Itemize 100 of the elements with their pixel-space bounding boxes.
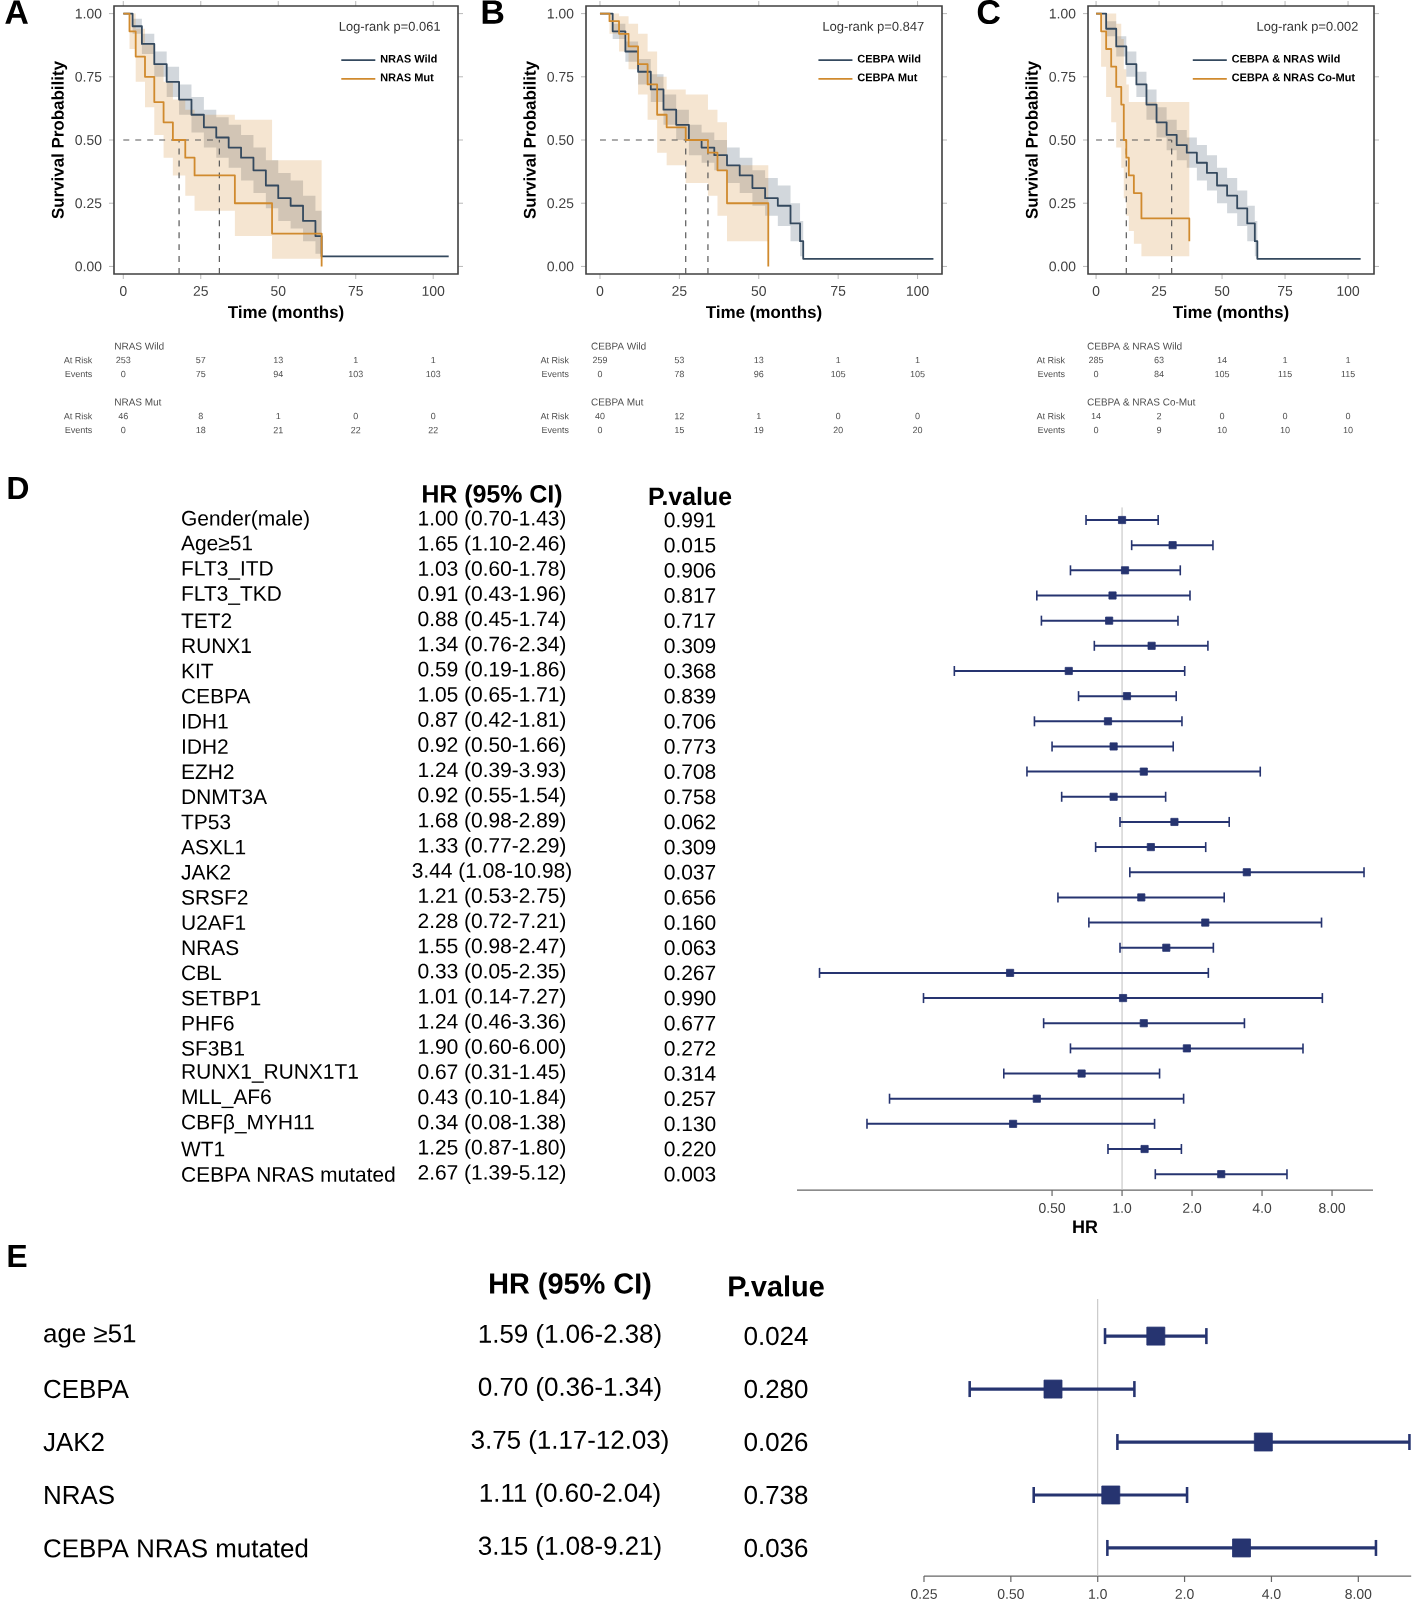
text: JAK2 bbox=[181, 864, 230, 880]
text: 0.309 bbox=[664, 638, 716, 654]
text: 0.59 (0.19-1.86) bbox=[418, 661, 566, 681]
text: 0.024 bbox=[744, 1326, 808, 1346]
text: 0.026 bbox=[744, 1432, 808, 1452]
text: TET2 bbox=[181, 613, 232, 628]
chart-title: A bbox=[5, 0, 28, 24]
text: 0.015 bbox=[664, 537, 716, 553]
text: 0.67 (0.31-1.45) bbox=[418, 1063, 566, 1084]
text: E bbox=[8, 1245, 27, 1267]
text: 0.990 bbox=[664, 990, 716, 1006]
text: 1.24 (0.46-3.36) bbox=[419, 1013, 566, 1033]
text: RUNX1 bbox=[182, 638, 251, 654]
y-axis-title: Survival Probability bbox=[1025, 61, 1042, 219]
text: 0.003 bbox=[664, 1166, 716, 1182]
y-axis-title: Survival Probability bbox=[523, 61, 540, 219]
text: 3.15 (1.08-9.21) bbox=[478, 1535, 661, 1561]
text: SF3B1 bbox=[181, 1040, 244, 1056]
text: 0.063 bbox=[664, 940, 716, 956]
text: 2.28 (0.72-7.21) bbox=[418, 912, 566, 933]
text: 0.991 bbox=[664, 512, 716, 528]
text: FLT3_ITD bbox=[182, 560, 273, 580]
text: P.value bbox=[649, 486, 732, 506]
text: 0.817 bbox=[664, 588, 716, 603]
text: 1.25 (0.87-1.80) bbox=[419, 1139, 566, 1159]
text: CEBPA bbox=[44, 1379, 129, 1399]
text: 0.706 bbox=[664, 713, 716, 729]
text: 0.368 bbox=[664, 663, 716, 679]
text: PHF6 bbox=[182, 1015, 234, 1031]
text: 0.758 bbox=[664, 789, 716, 805]
text: 0.267 bbox=[664, 965, 716, 981]
text: DNMT3A bbox=[182, 789, 267, 805]
text: JAK2 bbox=[43, 1432, 104, 1452]
text: age ≥51 bbox=[44, 1324, 136, 1348]
text: 0.220 bbox=[664, 1141, 716, 1157]
text: MLL_AF6 bbox=[182, 1089, 271, 1109]
text: TP53 bbox=[181, 814, 231, 830]
text: 0.87 (0.42-1.81) bbox=[418, 711, 566, 732]
chart-title: B bbox=[482, 0, 504, 24]
text: 1.55 (0.98-2.47) bbox=[419, 937, 566, 958]
chart-title: C bbox=[977, 0, 1000, 25]
text: 1.90 (0.60-6.00) bbox=[419, 1038, 566, 1059]
text: 1.34 (0.76-2.34) bbox=[419, 636, 566, 656]
text: 0.34 (0.08-1.38) bbox=[418, 1114, 566, 1134]
text: CBFβ_MYH11 bbox=[182, 1114, 314, 1134]
text: 3.44 (1.08-10.98) bbox=[412, 862, 571, 883]
text: 1.11 (0.60-2.04) bbox=[480, 1482, 660, 1508]
text: 0.906 bbox=[664, 562, 716, 578]
text: 0.257 bbox=[664, 1091, 716, 1107]
text: 2.67 (1.39-5.12) bbox=[418, 1164, 566, 1184]
text: RUNX1_RUNX1T1 bbox=[182, 1064, 358, 1083]
text: 0.839 bbox=[664, 688, 716, 704]
text: 1.00 (0.70-1.43) bbox=[419, 510, 566, 530]
x-axis-title: HR bbox=[1073, 1220, 1098, 1233]
text: Age≥51 bbox=[181, 535, 252, 555]
text: 0.773 bbox=[664, 739, 716, 754]
text: 3.75 (1.17-12.03) bbox=[471, 1429, 668, 1455]
text: IDH2 bbox=[182, 739, 228, 754]
text: CEBPA NRAS mutated bbox=[182, 1166, 395, 1182]
x-axis-title: Time (months) bbox=[706, 305, 822, 322]
text: 1.05 (0.65-1.71) bbox=[419, 686, 566, 706]
text: 0.70 (0.36-1.34) bbox=[478, 1376, 661, 1402]
text: U2AF1 bbox=[182, 915, 246, 930]
text: 0.677 bbox=[664, 1015, 716, 1031]
text: 0.717 bbox=[664, 613, 716, 629]
text: EZH2 bbox=[182, 764, 234, 779]
text: 1.33 (0.77-2.29) bbox=[419, 837, 566, 857]
text: 0.130 bbox=[664, 1116, 716, 1132]
text: 0.314 bbox=[664, 1066, 716, 1081]
text: SRSF2 bbox=[181, 890, 248, 905]
text: 0.92 (0.55-1.54) bbox=[418, 787, 566, 807]
text: D bbox=[8, 477, 29, 499]
text: 0.708 bbox=[664, 764, 716, 780]
text: Gender(male) bbox=[182, 510, 309, 530]
text: FLT3_TKD bbox=[182, 586, 281, 605]
text: SETBP1 bbox=[181, 990, 261, 1006]
text: 0.309 bbox=[664, 839, 716, 855]
text: 1.03 (0.60-1.78) bbox=[419, 560, 566, 581]
text: 1.59 (1.06-2.38) bbox=[479, 1323, 661, 1349]
text: IDH1 bbox=[182, 714, 228, 729]
text: 1.68 (0.98-2.89) bbox=[419, 812, 566, 832]
text: 0.92 (0.50-1.66) bbox=[418, 736, 566, 757]
text: KIT bbox=[182, 663, 214, 679]
text: HR (95% CI) bbox=[490, 1272, 651, 1300]
x-axis-title: Time (months) bbox=[1173, 305, 1289, 322]
text: 0.280 bbox=[744, 1379, 808, 1399]
text: 0.43 (0.10-1.84) bbox=[418, 1088, 566, 1109]
text: 0.037 bbox=[664, 864, 716, 880]
text: 0.656 bbox=[664, 890, 716, 905]
text: NRAS bbox=[182, 940, 239, 956]
x-axis-title: Time (months) bbox=[228, 305, 344, 322]
y-axis-title: Survival Probability bbox=[51, 61, 68, 219]
text: WT1 bbox=[181, 1141, 225, 1157]
text: 0.738 bbox=[744, 1485, 808, 1505]
text: 0.160 bbox=[664, 915, 716, 930]
text: 1.21 (0.53-2.75) bbox=[419, 887, 566, 908]
text: 0.91 (0.43-1.96) bbox=[418, 585, 566, 606]
text: 1.65 (1.10-2.46) bbox=[419, 535, 566, 555]
text: CEBPA bbox=[182, 688, 251, 704]
text: P.value bbox=[729, 1275, 824, 1297]
